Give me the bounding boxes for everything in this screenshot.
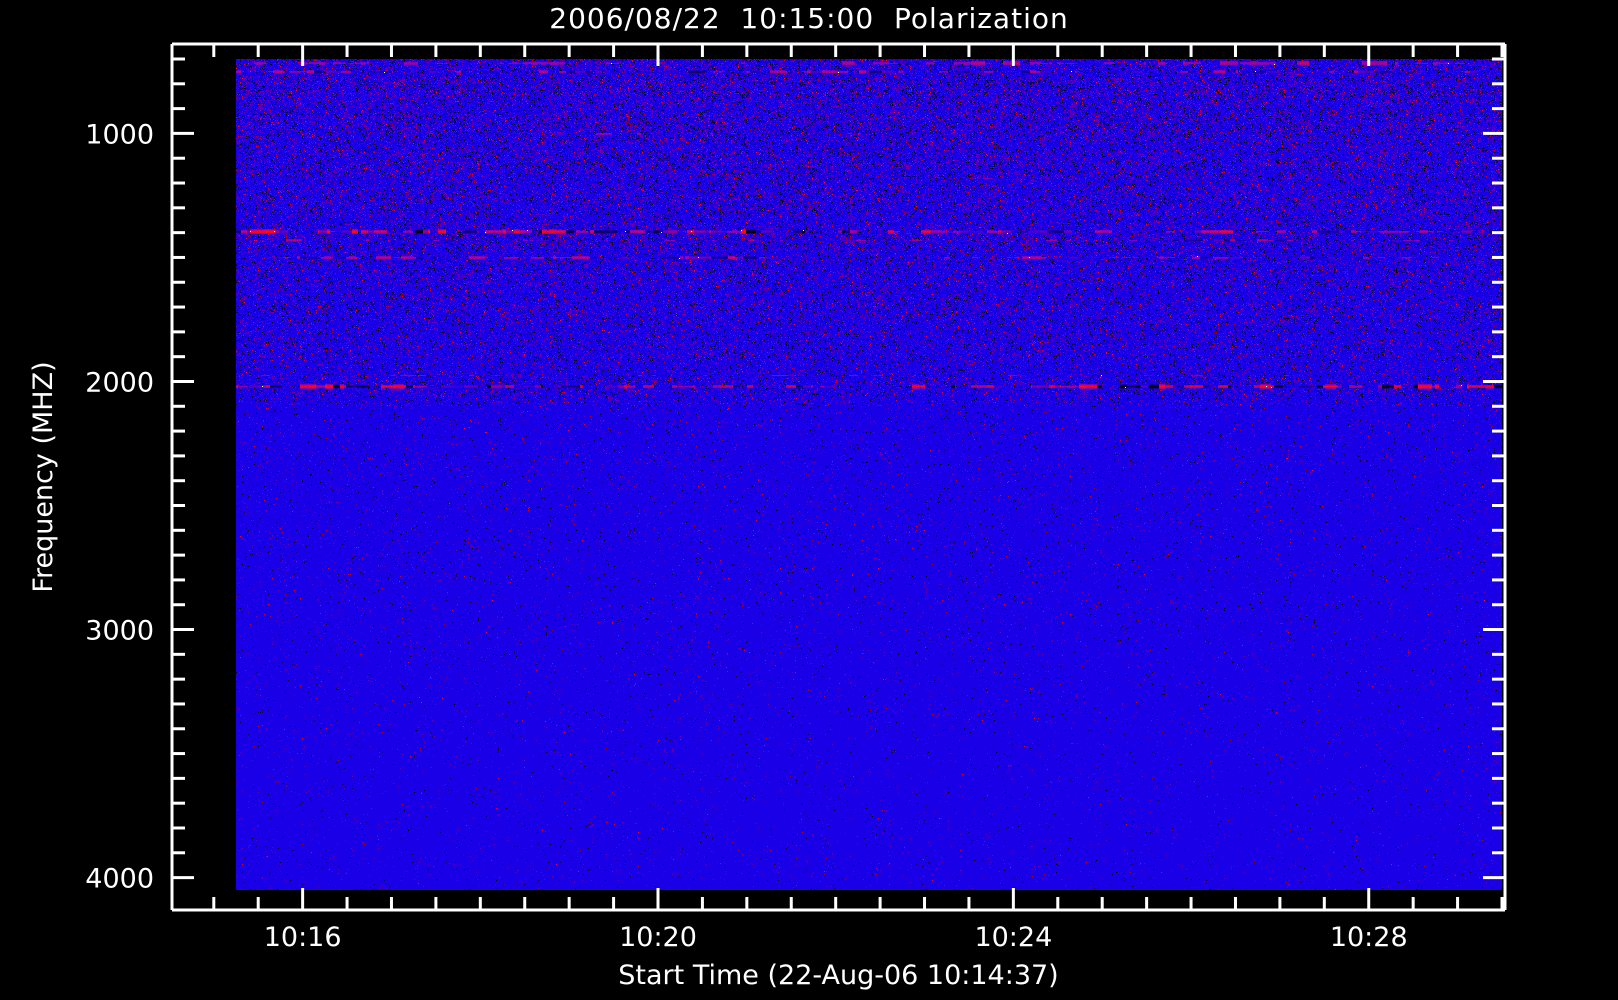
- svg-text:4000: 4000: [85, 864, 154, 895]
- x-axis-tick-labels: 10:16 10:20 10:24 10:28: [264, 922, 1408, 953]
- page-title: 2006/08/22 10:15:00 Polarization: [549, 2, 1069, 35]
- axes-frame: [170, 42, 1507, 912]
- svg-text:10:20: 10:20: [619, 922, 697, 953]
- svg-text:2000: 2000: [85, 367, 154, 398]
- y-axis-tick-labels: 1000 2000 3000 4000: [85, 119, 154, 894]
- svg-text:1000: 1000: [85, 119, 154, 150]
- svg-text:10:28: 10:28: [1330, 922, 1408, 953]
- dynamic-spectrum-image: [236, 59, 1502, 890]
- svg-text:10:16: 10:16: [264, 922, 342, 953]
- y-axis-title: Frequency (MHZ): [28, 361, 59, 592]
- svg-text:10:24: 10:24: [974, 922, 1052, 953]
- y-axis-ticks: [172, 57, 1505, 880]
- svg-text:3000: 3000: [85, 616, 154, 647]
- x-axis-title: Start Time (22-Aug-06 10:14:37): [618, 960, 1058, 991]
- x-axis-ticks: [212, 44, 1504, 910]
